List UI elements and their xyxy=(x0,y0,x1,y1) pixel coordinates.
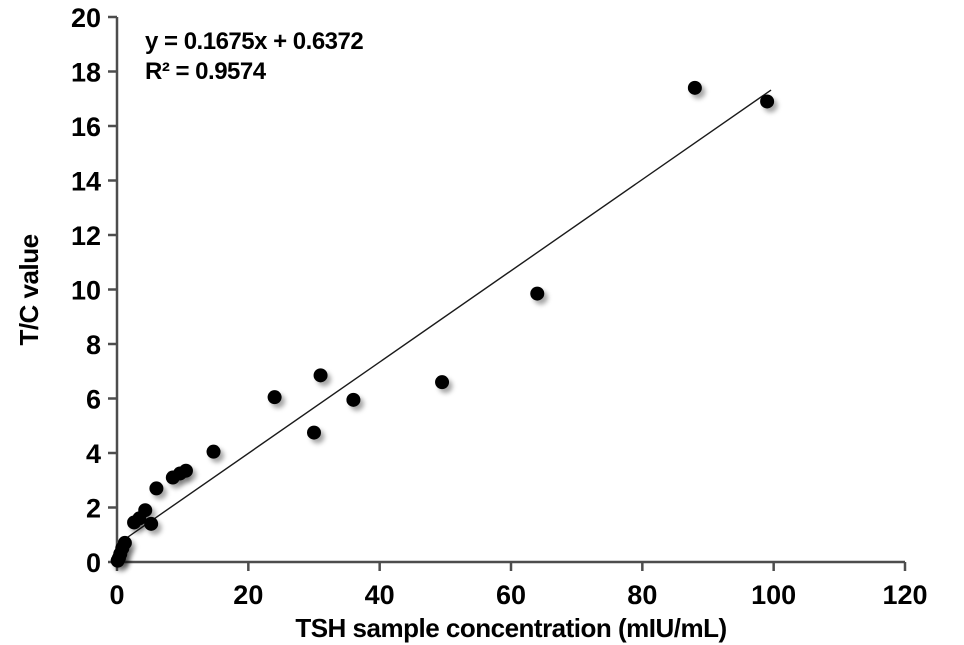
data-point xyxy=(346,392,361,407)
y-tick-label: 16 xyxy=(71,112,101,142)
x-axis-title: TSH sample concentration (mIU/mL) xyxy=(295,613,726,643)
data-point xyxy=(178,463,193,478)
x-tick-label: 80 xyxy=(627,580,657,610)
x-tick-label: 60 xyxy=(496,580,526,610)
data-point xyxy=(138,503,153,518)
y-tick-label: 8 xyxy=(86,330,101,360)
data-point xyxy=(206,444,221,459)
y-tick-label: 4 xyxy=(86,439,101,469)
data-points-group xyxy=(110,80,775,568)
axes: 0 2 4 6 8 10 12 14 16 18 20 0 20 40 60 80 100 120 xyxy=(71,3,928,610)
trend-line-group xyxy=(116,89,772,546)
data-point xyxy=(530,286,545,301)
data-point xyxy=(307,425,321,440)
data-point xyxy=(760,94,775,109)
y-tick-label: 18 xyxy=(71,58,101,88)
y-axis-title: T/C value xyxy=(14,234,44,345)
data-point xyxy=(313,368,328,383)
data-point xyxy=(267,390,282,405)
x-tick-label: 20 xyxy=(233,580,263,610)
data-point xyxy=(149,481,164,496)
data-point xyxy=(117,535,132,550)
y-tick-label: 0 xyxy=(86,548,101,578)
x-tick-label: 40 xyxy=(365,580,395,610)
data-point xyxy=(687,80,702,95)
r-squared-label: R² = 0.9574 xyxy=(145,58,267,85)
y-tick-label: 14 xyxy=(71,167,101,197)
trend-line xyxy=(116,89,772,546)
y-tick-label: 12 xyxy=(71,221,101,251)
y-tick-label: 10 xyxy=(71,276,101,306)
y-tick-label: 2 xyxy=(86,494,101,524)
x-tick-label: 120 xyxy=(882,580,927,610)
y-tick-label: 20 xyxy=(71,3,101,33)
data-point xyxy=(435,375,450,390)
y-tick-label: 6 xyxy=(86,385,101,415)
x-tick-label: 0 xyxy=(109,580,124,610)
x-tick-label: 100 xyxy=(751,580,796,610)
equation-label: y = 0.1675x + 0.6372 xyxy=(145,28,363,55)
data-point xyxy=(144,516,159,531)
